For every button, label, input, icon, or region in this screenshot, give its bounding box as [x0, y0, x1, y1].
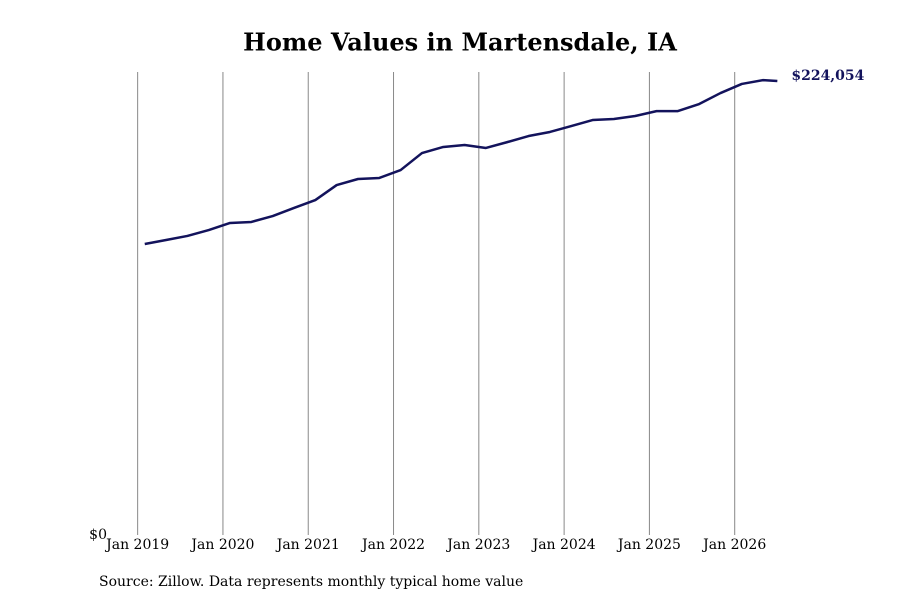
x-tick-label: Jan 2025 [616, 537, 681, 553]
line [144, 78, 778, 246]
x-tick-label: Jan 2019 [104, 537, 169, 553]
chart-title: Home Values in Martensdale, IA [243, 28, 677, 57]
x-tick-label: Jan 2024 [531, 537, 596, 553]
x-tick-label: Jan 2022 [360, 537, 425, 553]
x-tick-label: Jan 2021 [275, 537, 340, 553]
y-tick-label: $0 [89, 527, 107, 543]
x-tick-label: Jan 2020 [189, 537, 254, 553]
source-note: Source: Zillow. Data represents monthly … [99, 574, 523, 590]
value-label: $224,054 [791, 68, 864, 84]
x-tick-label: Jan 2026 [701, 537, 766, 553]
x-tick-label: Jan 2023 [445, 537, 510, 553]
